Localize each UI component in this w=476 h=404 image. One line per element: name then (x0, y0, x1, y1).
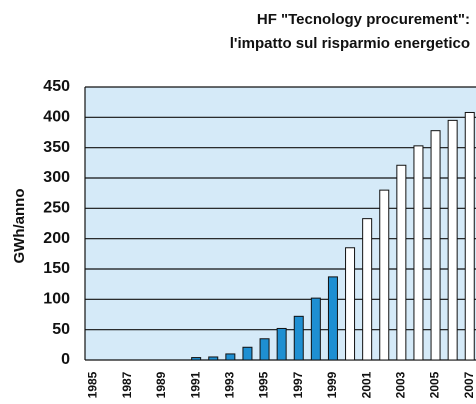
x-tick-label: 1989 (154, 371, 168, 398)
bar (430, 130, 441, 361)
y-tick-label: 400 (43, 109, 70, 126)
y-tick-label: 350 (43, 139, 70, 156)
y-tick-label: 250 (43, 200, 70, 217)
bar (327, 276, 338, 361)
y-tick-label: 50 (52, 321, 70, 338)
bar (413, 145, 424, 361)
x-tick-label: 1985 (86, 371, 100, 398)
x-tick-label: 1987 (120, 371, 134, 398)
bar (362, 218, 373, 361)
x-tick-label: 1997 (291, 371, 305, 398)
plot-area (85, 87, 476, 360)
bar (464, 111, 475, 361)
x-tick-label: 2001 (359, 371, 373, 398)
bar (276, 327, 287, 361)
x-tick-label: 2003 (394, 371, 408, 398)
y-tick-label: 100 (43, 291, 70, 308)
y-tick-label: 200 (43, 230, 70, 247)
bar (259, 338, 270, 361)
y-axis-label: GWh/anno (11, 189, 28, 264)
bar (310, 297, 321, 361)
x-tick-label: 2005 (428, 371, 442, 398)
bar (293, 315, 304, 361)
bar (242, 346, 253, 361)
bar (447, 119, 458, 361)
y-tick-label: 0 (61, 351, 70, 368)
y-tick-label: 150 (43, 260, 70, 277)
chart-title-line: HF "Tecnology procurement": (257, 11, 470, 28)
y-tick-label: 450 (43, 78, 70, 95)
x-tick-label: 1995 (257, 371, 271, 398)
x-tick-label: 1993 (223, 371, 237, 398)
y-tick-label: 300 (43, 169, 70, 186)
bar (191, 357, 202, 361)
chart-title-line: l'impatto sul risparmio energetico (230, 35, 470, 52)
bar (345, 247, 356, 361)
x-tick-label: 2007 (462, 371, 476, 398)
bar (396, 164, 407, 361)
bar (208, 356, 219, 361)
bar (225, 353, 236, 361)
bar (379, 189, 390, 361)
x-tick-label: 1991 (188, 371, 202, 398)
x-tick-label: 1999 (325, 371, 339, 398)
